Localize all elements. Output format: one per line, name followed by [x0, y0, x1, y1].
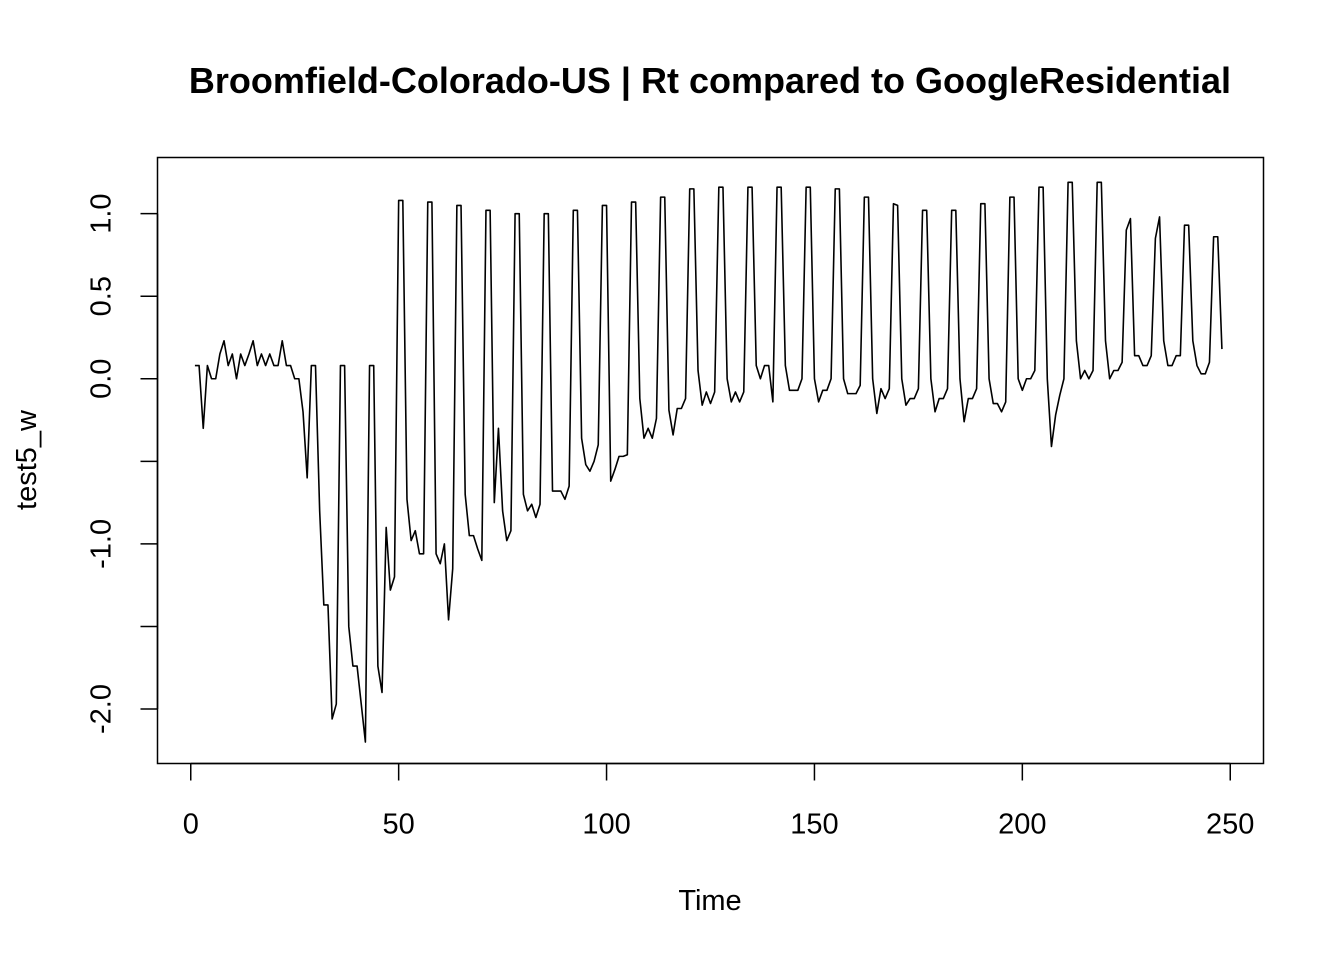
x-tick-label: 200 — [998, 809, 1046, 841]
y-tick-label: 0.5 — [86, 276, 118, 316]
y-tick-label: -2.0 — [86, 684, 118, 734]
series-line — [194, 181, 1223, 743]
y-axis: -2.0 -1.0 0.0 0.5 1.0 — [86, 193, 159, 734]
x-tick-label: 150 — [790, 809, 838, 841]
x-axis: 0 50 100 150 200 250 — [183, 762, 1254, 841]
x-tick-label: 0 — [183, 809, 199, 841]
x-axis-label: Time — [678, 885, 741, 917]
y-axis-label: test5_w — [11, 409, 43, 510]
y-tick-label: 1.0 — [86, 193, 118, 233]
plot-frame — [156, 156, 1265, 765]
x-tick-label: 250 — [1206, 809, 1254, 841]
x-tick-label: 100 — [582, 809, 630, 841]
y-tick-label: 0.0 — [86, 359, 118, 399]
chart-title: Broomfield-Colorado-US | Rt compared to … — [189, 60, 1231, 102]
x-tick-label: 50 — [383, 809, 415, 841]
y-tick-label: -1.0 — [86, 519, 118, 569]
